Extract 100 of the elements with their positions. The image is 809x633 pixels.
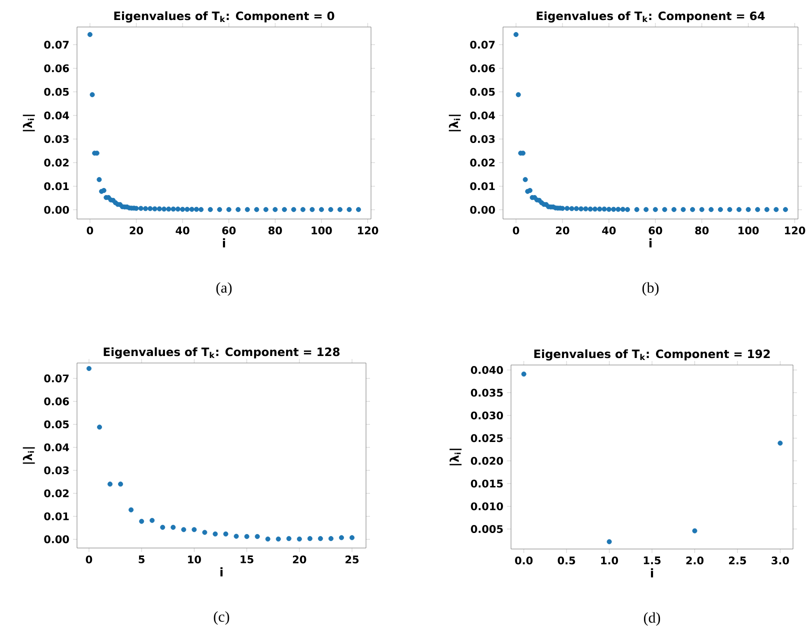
y-tick-label: 0.04 xyxy=(470,111,496,120)
point xyxy=(583,206,588,212)
point xyxy=(148,206,153,212)
y-tick-label: 0.020 xyxy=(470,456,503,465)
point xyxy=(671,207,676,212)
x-tick-label: 0 xyxy=(512,226,520,234)
point xyxy=(139,518,144,524)
x-axis-title: i xyxy=(649,238,652,248)
point xyxy=(150,518,155,523)
y-tick-label: 0.02 xyxy=(470,158,495,167)
point xyxy=(611,206,616,212)
point xyxy=(746,207,751,212)
x-tick-label: 0 xyxy=(86,226,94,234)
point xyxy=(108,482,113,487)
x-tick-label: 0 xyxy=(86,556,92,564)
point xyxy=(328,207,334,212)
point xyxy=(778,440,783,446)
y-tick-label: 0.04 xyxy=(44,443,69,452)
point xyxy=(574,206,579,212)
point xyxy=(318,536,323,542)
x-tick-label: 15 xyxy=(240,556,254,564)
point xyxy=(764,207,770,212)
point xyxy=(170,524,176,530)
y-tick-label: 0.02 xyxy=(44,158,69,167)
point xyxy=(774,207,779,212)
point xyxy=(564,206,570,211)
point xyxy=(318,207,324,212)
x-tick-label: 0.5 xyxy=(558,556,576,564)
y-tick-label: 0.04 xyxy=(44,111,70,120)
x-tick-label: 10 xyxy=(188,556,201,564)
chart-title: Eigenvalues of T$_{k}$: Component = 0 xyxy=(114,11,334,22)
point xyxy=(755,207,760,212)
point xyxy=(162,206,167,212)
y-tick-label: 0.07 xyxy=(470,40,495,49)
point xyxy=(87,32,92,38)
point xyxy=(175,206,180,212)
point xyxy=(97,424,102,430)
y-tick-label: 0.01 xyxy=(44,182,69,190)
point xyxy=(192,527,197,532)
point xyxy=(578,206,584,212)
point xyxy=(286,536,292,542)
point xyxy=(616,206,621,212)
point xyxy=(736,207,742,212)
x-tick-label: 3.0 xyxy=(772,556,789,564)
x-tick-label: 20 xyxy=(556,226,570,234)
point xyxy=(152,206,158,212)
x-tick-label: 1.0 xyxy=(601,556,618,564)
point xyxy=(226,207,232,212)
y-tick-label: 0.03 xyxy=(44,135,69,143)
point xyxy=(86,366,92,372)
point xyxy=(514,32,519,38)
x-tick-label: 80 xyxy=(695,226,709,234)
x-axis-title: i xyxy=(650,568,654,578)
x-tick-label: 0.0 xyxy=(515,556,533,564)
y-tick-label: 0.01 xyxy=(44,512,69,520)
y-tick-label: 0.03 xyxy=(44,466,69,474)
point xyxy=(692,528,698,534)
point xyxy=(138,206,144,211)
point xyxy=(118,482,124,487)
point xyxy=(291,207,296,212)
point xyxy=(727,207,732,212)
point xyxy=(282,207,287,212)
x-tick-label: 60 xyxy=(222,226,236,234)
y-tick-label: 0.040 xyxy=(470,366,503,374)
point xyxy=(254,534,260,540)
x-tick-label: 40 xyxy=(176,226,190,234)
x-tick-label: 40 xyxy=(602,226,616,234)
y-tick-label: 0.015 xyxy=(470,480,503,488)
point xyxy=(310,207,315,212)
text: (c) xyxy=(214,611,230,625)
y-tick-label: 0.00 xyxy=(44,535,69,544)
y-axis-title: |λ$_{i}$| xyxy=(22,447,35,464)
y-tick-label: 0.05 xyxy=(44,420,69,428)
point xyxy=(625,207,630,212)
text: (b) xyxy=(642,282,659,296)
point xyxy=(690,207,696,212)
x-tick-label: 25 xyxy=(346,556,359,564)
point xyxy=(602,206,607,212)
y-tick-label: 0.07 xyxy=(44,374,69,382)
y-axis-title: |λ$_{i}$| xyxy=(448,114,461,132)
point xyxy=(296,536,302,542)
point xyxy=(516,92,521,98)
point xyxy=(244,207,250,212)
point xyxy=(708,207,714,212)
point xyxy=(244,534,250,540)
x-tick-label: 120 xyxy=(358,226,378,234)
point xyxy=(166,206,172,212)
point xyxy=(276,536,281,542)
point xyxy=(217,207,222,212)
x-tick-label: 20 xyxy=(292,556,306,564)
point xyxy=(782,207,788,212)
point xyxy=(234,534,239,539)
x-axis-title: i xyxy=(220,567,223,576)
y-tick-label: 0.00 xyxy=(470,206,495,214)
y-axis-title: |λ$_{i}$| xyxy=(450,448,462,466)
point xyxy=(265,536,270,542)
point xyxy=(652,207,658,212)
text: (a) xyxy=(216,282,232,296)
point xyxy=(202,530,208,535)
y-tick-label: 0.05 xyxy=(470,88,495,96)
